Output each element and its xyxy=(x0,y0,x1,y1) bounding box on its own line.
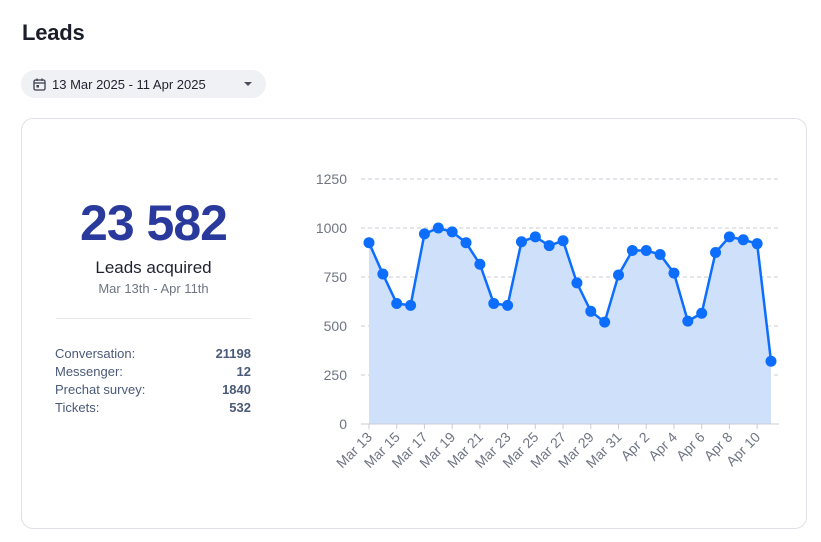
breakdown-value: 21198 xyxy=(215,346,251,361)
data-point xyxy=(418,228,430,240)
data-point xyxy=(696,307,708,319)
y-tick-label: 250 xyxy=(324,367,348,383)
leads-summary: 23 582 Leads acquired Mar 13th - Apr 11t… xyxy=(56,195,251,296)
data-point xyxy=(460,237,472,249)
data-point xyxy=(599,316,611,328)
date-range-label: 13 Mar 2025 - 11 Apr 2025 xyxy=(52,76,206,92)
data-point xyxy=(474,258,486,270)
data-point xyxy=(626,245,638,257)
breakdown-label: Prechat survey: xyxy=(55,382,146,397)
breakdown-value: 12 xyxy=(236,364,251,379)
data-point xyxy=(529,231,541,243)
data-point xyxy=(488,297,500,309)
total-leads-value: 23 582 xyxy=(80,195,228,251)
total-leads-range: Mar 13th - Apr 11th xyxy=(98,281,209,296)
x-tick-label: Apr 4 xyxy=(645,429,680,464)
breakdown-row-conversation: Conversation: 21198 xyxy=(55,345,251,363)
x-tick-label: Apr 2 xyxy=(617,429,652,464)
data-point xyxy=(737,234,749,246)
breakdown-label: Conversation: xyxy=(55,346,136,361)
leads-card: 23 582 Leads acquired Mar 13th - Apr 11t… xyxy=(21,118,807,529)
data-point xyxy=(751,238,763,250)
data-point xyxy=(585,305,597,317)
summary-divider xyxy=(56,318,251,319)
breakdown-row-messenger: Messenger: 12 xyxy=(55,363,251,381)
chevron-down-icon xyxy=(242,78,254,90)
y-tick-label: 1000 xyxy=(316,220,347,236)
y-tick-label: 0 xyxy=(339,416,347,432)
data-point xyxy=(640,245,652,257)
data-point xyxy=(446,226,458,238)
data-point xyxy=(613,269,625,281)
area-fill xyxy=(369,228,771,424)
data-point xyxy=(405,299,417,311)
y-tick-label: 500 xyxy=(324,318,348,334)
data-point xyxy=(765,355,777,367)
breakdown-value: 532 xyxy=(229,400,251,415)
data-point xyxy=(377,268,389,280)
page-title: Leads xyxy=(22,20,85,45)
data-point xyxy=(502,299,514,311)
data-point xyxy=(515,236,527,248)
calendar-icon xyxy=(33,78,46,91)
y-tick-label: 750 xyxy=(324,269,348,285)
breakdown-row-prechat-survey: Prechat survey: 1840 xyxy=(55,381,251,399)
data-point xyxy=(391,297,403,309)
breakdown-row-tickets: Tickets: 532 xyxy=(55,399,251,417)
breakdown-label: Messenger: xyxy=(55,364,123,379)
total-leads-label: Leads acquired xyxy=(95,258,212,277)
data-point xyxy=(557,235,569,247)
date-range-picker[interactable]: 13 Mar 2025 - 11 Apr 2025 xyxy=(21,70,266,98)
breakdown-label: Tickets: xyxy=(55,400,100,415)
data-point xyxy=(710,247,722,258)
data-point xyxy=(682,315,694,327)
breakdown-value: 1840 xyxy=(222,382,251,397)
data-point xyxy=(432,222,444,234)
data-point xyxy=(543,240,555,252)
data-point xyxy=(668,267,680,279)
y-tick-label: 1250 xyxy=(316,171,347,187)
x-tick-label: Apr 6 xyxy=(673,429,708,464)
leads-breakdown: Conversation: 21198 Messenger: 12 Precha… xyxy=(55,345,251,417)
data-point xyxy=(654,248,666,260)
data-point xyxy=(363,237,375,249)
data-point xyxy=(571,277,583,289)
data-point xyxy=(723,231,735,243)
